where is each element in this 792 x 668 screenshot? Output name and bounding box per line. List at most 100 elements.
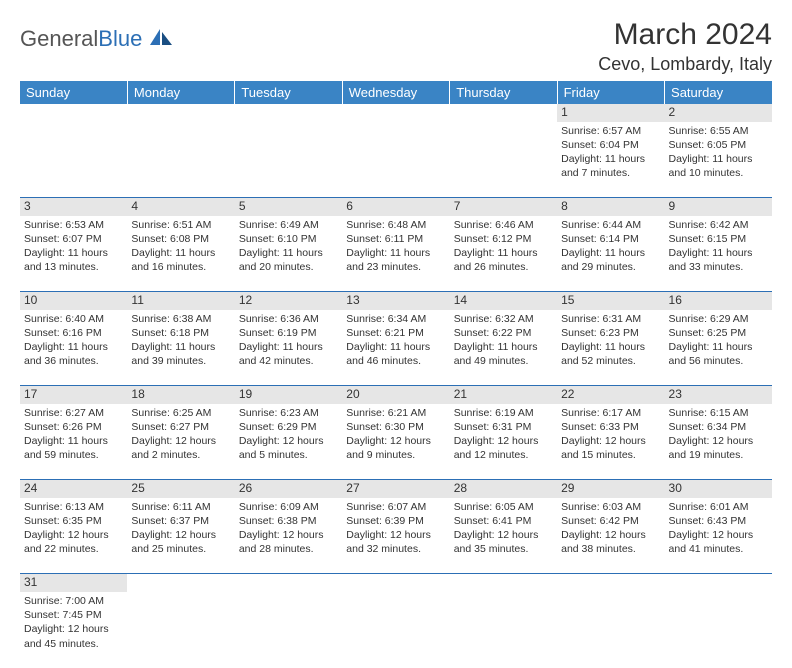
day-number-cell bbox=[450, 104, 557, 122]
sunrise-text: Sunrise: 6:11 AM bbox=[131, 500, 230, 514]
day-cell: Sunrise: 6:15 AMSunset: 6:34 PMDaylight:… bbox=[665, 404, 772, 480]
day-number-cell: 14 bbox=[450, 292, 557, 310]
day-number-cell: 22 bbox=[557, 386, 664, 404]
day-number-cell bbox=[557, 574, 664, 592]
day-cell: Sunrise: 6:03 AMSunset: 6:42 PMDaylight:… bbox=[557, 498, 664, 574]
logo-text-blue: Blue bbox=[98, 26, 142, 52]
sunset-text: Sunset: 6:30 PM bbox=[346, 420, 445, 434]
daylight-text: Daylight: 12 hours and 32 minutes. bbox=[346, 528, 445, 556]
daylight-text: Daylight: 12 hours and 15 minutes. bbox=[561, 434, 660, 462]
month-title: March 2024 bbox=[598, 18, 772, 52]
logo-text-general: General bbox=[20, 26, 98, 52]
day-cell: Sunrise: 6:49 AMSunset: 6:10 PMDaylight:… bbox=[235, 216, 342, 292]
daylight-text: Daylight: 11 hours and 56 minutes. bbox=[669, 340, 768, 368]
daylight-text: Daylight: 11 hours and 10 minutes. bbox=[669, 152, 768, 180]
sunset-text: Sunset: 6:22 PM bbox=[454, 326, 553, 340]
day-cell: Sunrise: 6:40 AMSunset: 6:16 PMDaylight:… bbox=[20, 310, 127, 386]
day-number-cell: 4 bbox=[127, 198, 234, 216]
day-cell: Sunrise: 6:11 AMSunset: 6:37 PMDaylight:… bbox=[127, 498, 234, 574]
day-cell bbox=[450, 122, 557, 198]
day-number-cell: 19 bbox=[235, 386, 342, 404]
day-cell bbox=[557, 592, 664, 668]
sunset-text: Sunset: 6:08 PM bbox=[131, 232, 230, 246]
sunrise-text: Sunrise: 6:51 AM bbox=[131, 218, 230, 232]
daylight-text: Daylight: 12 hours and 9 minutes. bbox=[346, 434, 445, 462]
day-number-cell: 8 bbox=[557, 198, 664, 216]
day-number-cell: 2 bbox=[665, 104, 772, 122]
weekday-header: Thursday bbox=[450, 81, 557, 104]
weekday-header: Wednesday bbox=[342, 81, 449, 104]
sunset-text: Sunset: 6:11 PM bbox=[346, 232, 445, 246]
sunset-text: Sunset: 6:04 PM bbox=[561, 138, 660, 152]
day-content-row: Sunrise: 7:00 AMSunset: 7:45 PMDaylight:… bbox=[20, 592, 772, 668]
daylight-text: Daylight: 11 hours and 16 minutes. bbox=[131, 246, 230, 274]
day-content-row: Sunrise: 6:57 AMSunset: 6:04 PM Daylight:… bbox=[20, 122, 772, 198]
sunset-text: Sunset: 6:39 PM bbox=[346, 514, 445, 528]
day-number-cell: 10 bbox=[20, 292, 127, 310]
sunset-text: Sunset: 6:41 PM bbox=[454, 514, 553, 528]
day-number-cell: 11 bbox=[127, 292, 234, 310]
sunset-text: Sunset: 6:15 PM bbox=[669, 232, 768, 246]
daylight-text: Daylight: 12 hours and 19 minutes. bbox=[669, 434, 768, 462]
day-cell: Sunrise: 6:07 AMSunset: 6:39 PMDaylight:… bbox=[342, 498, 449, 574]
day-cell: Sunrise: 6:31 AMSunset: 6:23 PMDaylight:… bbox=[557, 310, 664, 386]
sunset-text: Sunset: 6:27 PM bbox=[131, 420, 230, 434]
day-number-cell: 30 bbox=[665, 480, 772, 498]
day-cell: Sunrise: 6:19 AMSunset: 6:31 PMDaylight:… bbox=[450, 404, 557, 480]
sunrise-text: Sunrise: 6:40 AM bbox=[24, 312, 123, 326]
day-number-row: 24252627282930 bbox=[20, 480, 772, 498]
daylight-text: Daylight: 11 hours and 59 minutes. bbox=[24, 434, 123, 462]
day-number-cell: 27 bbox=[342, 480, 449, 498]
sunset-text: Sunset: 6:05 PM bbox=[669, 138, 768, 152]
day-number-cell bbox=[127, 104, 234, 122]
day-cell bbox=[342, 122, 449, 198]
day-cell: Sunrise: 6:44 AMSunset: 6:14 PMDaylight:… bbox=[557, 216, 664, 292]
day-cell: Sunrise: 6:46 AMSunset: 6:12 PMDaylight:… bbox=[450, 216, 557, 292]
location: Cevo, Lombardy, Italy bbox=[598, 54, 772, 75]
day-number-cell: 16 bbox=[665, 292, 772, 310]
day-cell: Sunrise: 6:17 AMSunset: 6:33 PMDaylight:… bbox=[557, 404, 664, 480]
day-cell: Sunrise: 6:25 AMSunset: 6:27 PMDaylight:… bbox=[127, 404, 234, 480]
day-cell: Sunrise: 6:23 AMSunset: 6:29 PMDaylight:… bbox=[235, 404, 342, 480]
day-number-cell: 13 bbox=[342, 292, 449, 310]
daylight-text: Daylight: 12 hours and 38 minutes. bbox=[561, 528, 660, 556]
weekday-header: Monday bbox=[127, 81, 234, 104]
sunset-text: Sunset: 6:31 PM bbox=[454, 420, 553, 434]
sunrise-text: Sunrise: 6:09 AM bbox=[239, 500, 338, 514]
weekday-header: Sunday bbox=[20, 81, 127, 104]
daylight-text: Daylight: 12 hours and 35 minutes. bbox=[454, 528, 553, 556]
sunrise-text: Sunrise: 6:03 AM bbox=[561, 500, 660, 514]
day-number-cell bbox=[665, 574, 772, 592]
daylight-text: Daylight: 12 hours and 5 minutes. bbox=[239, 434, 338, 462]
day-cell bbox=[235, 122, 342, 198]
day-cell bbox=[450, 592, 557, 668]
day-cell bbox=[127, 592, 234, 668]
day-number-row: 3456789 bbox=[20, 198, 772, 216]
weekday-header: Friday bbox=[557, 81, 664, 104]
sunset-text: Sunset: 6:34 PM bbox=[669, 420, 768, 434]
day-cell: Sunrise: 6:01 AMSunset: 6:43 PMDaylight:… bbox=[665, 498, 772, 574]
daylight-text: Daylight: 12 hours and 45 minutes. bbox=[24, 622, 123, 650]
daylight-text: Daylight: 11 hours and 52 minutes. bbox=[561, 340, 660, 368]
daylight-text: Daylight: 12 hours and 25 minutes. bbox=[131, 528, 230, 556]
sunset-text: Sunset: 6:29 PM bbox=[239, 420, 338, 434]
day-number-cell bbox=[20, 104, 127, 122]
sunrise-text: Sunrise: 6:25 AM bbox=[131, 406, 230, 420]
sunset-text: Sunset: 6:21 PM bbox=[346, 326, 445, 340]
sunrise-text: Sunrise: 6:01 AM bbox=[669, 500, 768, 514]
daylight-text: Daylight: 11 hours and 23 minutes. bbox=[346, 246, 445, 274]
sunrise-text: Sunrise: 6:48 AM bbox=[346, 218, 445, 232]
sunset-text: Sunset: 7:45 PM bbox=[24, 608, 123, 622]
weekday-header-row: SundayMondayTuesdayWednesdayThursdayFrid… bbox=[20, 81, 772, 104]
sunrise-text: Sunrise: 6:57 AM bbox=[561, 124, 660, 138]
daylight-text: Daylight: 12 hours and 12 minutes. bbox=[454, 434, 553, 462]
day-number-cell: 15 bbox=[557, 292, 664, 310]
daylight-text: Daylight: 11 hours and 26 minutes. bbox=[454, 246, 553, 274]
sunrise-text: Sunrise: 6:07 AM bbox=[346, 500, 445, 514]
day-content-row: Sunrise: 6:13 AMSunset: 6:35 PMDaylight:… bbox=[20, 498, 772, 574]
day-number-row: 10111213141516 bbox=[20, 292, 772, 310]
weekday-header: Tuesday bbox=[235, 81, 342, 104]
sunrise-text: Sunrise: 6:17 AM bbox=[561, 406, 660, 420]
day-cell: Sunrise: 6:27 AMSunset: 6:26 PMDaylight:… bbox=[20, 404, 127, 480]
sunrise-text: Sunrise: 6:13 AM bbox=[24, 500, 123, 514]
